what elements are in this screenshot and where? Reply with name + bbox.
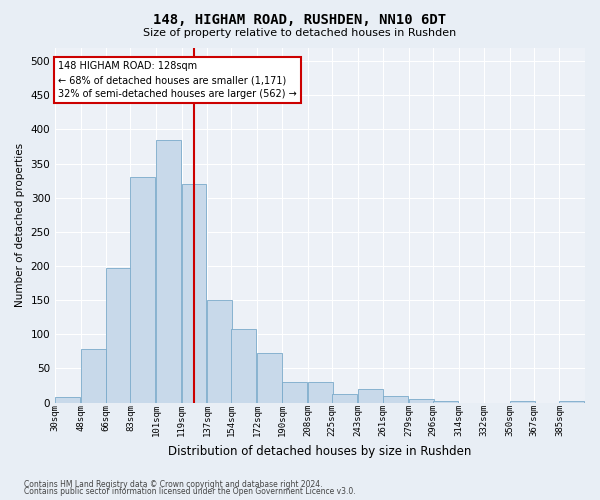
Bar [332,394,357,402]
Bar [182,184,206,402]
Bar [433,401,458,402]
Text: 148, HIGHAM ROAD, RUSHDEN, NN10 6DT: 148, HIGHAM ROAD, RUSHDEN, NN10 6DT [154,12,446,26]
Text: 148 HIGHAM ROAD: 128sqm
← 68% of detached houses are smaller (1,171)
32% of semi: 148 HIGHAM ROAD: 128sqm ← 68% of detache… [58,61,297,99]
Bar [106,268,131,402]
Text: Contains HM Land Registry data © Crown copyright and database right 2024.: Contains HM Land Registry data © Crown c… [24,480,323,489]
Bar [232,330,256,402]
Bar [207,300,232,402]
Bar [409,399,434,402]
Text: Size of property relative to detached houses in Rushden: Size of property relative to detached ho… [143,28,457,38]
Bar [130,177,155,402]
Bar [510,401,535,402]
Bar [358,389,383,402]
X-axis label: Distribution of detached houses by size in Rushden: Distribution of detached houses by size … [169,444,472,458]
Y-axis label: Number of detached properties: Number of detached properties [15,143,25,307]
Bar [257,354,281,403]
Bar [383,396,408,402]
Bar [156,140,181,402]
Bar [559,401,584,402]
Bar [81,350,106,403]
Text: Contains public sector information licensed under the Open Government Licence v3: Contains public sector information licen… [24,488,356,496]
Bar [283,382,307,402]
Bar [55,397,80,402]
Bar [308,382,333,402]
